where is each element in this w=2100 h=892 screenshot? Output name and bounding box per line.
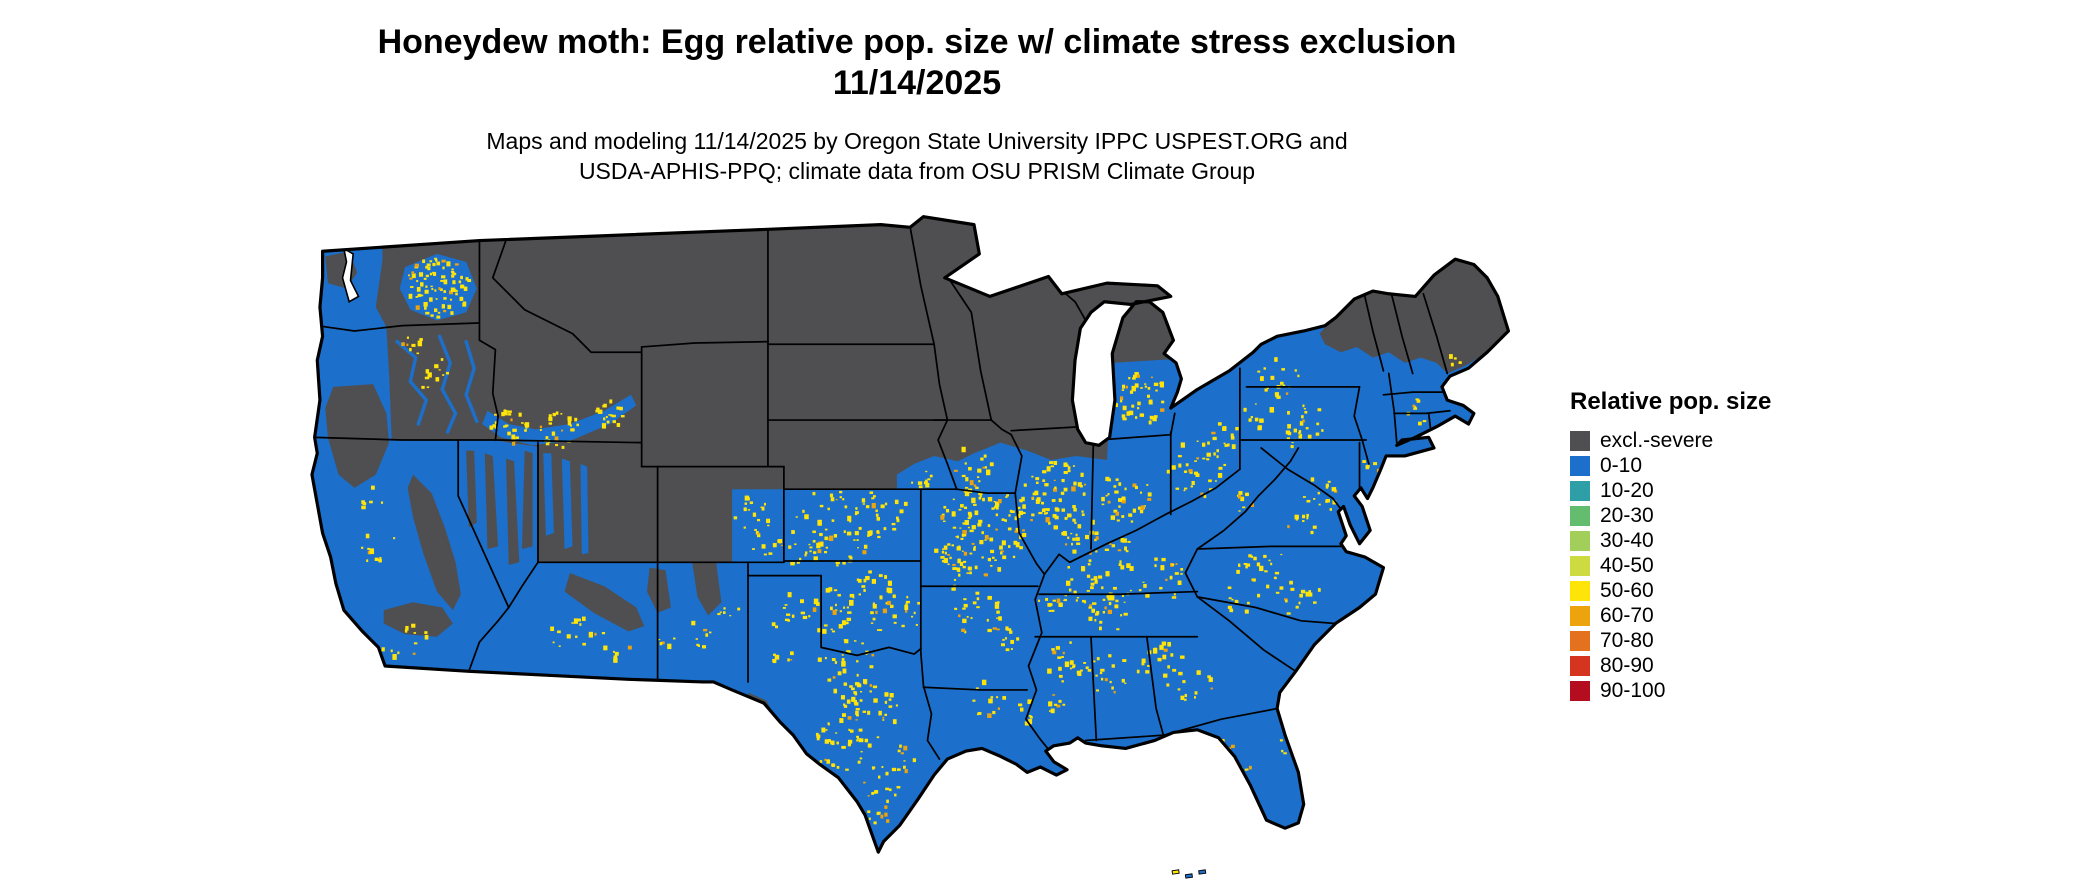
legend-swatch (1570, 680, 1590, 701)
legend-title: Relative pop. size (1570, 388, 1772, 415)
legend-swatch (1570, 480, 1590, 501)
legend-item: 20-30 (1570, 503, 1771, 528)
legend-swatch (1570, 555, 1590, 576)
legend-item: 70-80 (1570, 628, 1771, 653)
legend-item: 0-10 (1570, 453, 1771, 478)
legend-label: 90-100 (1600, 678, 1666, 702)
legend-swatch (1570, 530, 1590, 551)
legend-label: 20-30 (1600, 503, 1654, 527)
legend-label: excl.-severe (1600, 428, 1714, 452)
legend-item: excl.-severe (1570, 428, 1771, 453)
title-block: Honeydew moth: Egg relative pop. size w/… (0, 22, 1834, 187)
us-map (310, 215, 1511, 879)
legend-swatch (1570, 430, 1590, 451)
legend-label: 60-70 (1600, 603, 1654, 627)
legend-label: 10-20 (1600, 478, 1654, 502)
map-title-line2: 11/14/2025 (832, 64, 1002, 103)
legend-swatch (1570, 455, 1590, 476)
legend-swatch (1570, 505, 1590, 526)
legend-item: 30-40 (1570, 528, 1771, 553)
legend-swatch (1570, 630, 1590, 651)
legend-label: 70-80 (1600, 628, 1654, 652)
map-title-line1: Honeydew moth: Egg relative pop. size w/… (377, 23, 1457, 61)
legend-swatch (1570, 605, 1590, 626)
legend-item: 60-70 (1570, 603, 1771, 628)
legend-item: 90-100 (1570, 678, 1771, 703)
legend-item: 40-50 (1570, 553, 1771, 578)
map-subtitle-line2: USDA-APHIS-PPQ; climate data from OSU PR… (578, 157, 1256, 184)
legend-swatch (1570, 580, 1590, 601)
legend-label: 30-40 (1600, 528, 1654, 552)
legend-item: 50-60 (1570, 578, 1771, 603)
legend-label: 50-60 (1600, 578, 1654, 602)
legend-label: 80-90 (1600, 653, 1654, 677)
legend-items: excl.-severe 0-10 10-20 20-30 30-40 40-50 50-6… (1570, 428, 1771, 703)
legend-label: 40-50 (1600, 553, 1654, 577)
legend-swatch (1570, 655, 1590, 676)
legend-item: 10-20 (1570, 478, 1771, 503)
legend-label: 0-10 (1600, 453, 1643, 477)
legend-item: 80-90 (1570, 653, 1771, 678)
map-subtitle-line1: Maps and modeling 11/14/2025 by Oregon S… (486, 127, 1348, 154)
map-legend: Relative pop. size excl.-severe 0-10 10-20… (1570, 388, 1771, 703)
